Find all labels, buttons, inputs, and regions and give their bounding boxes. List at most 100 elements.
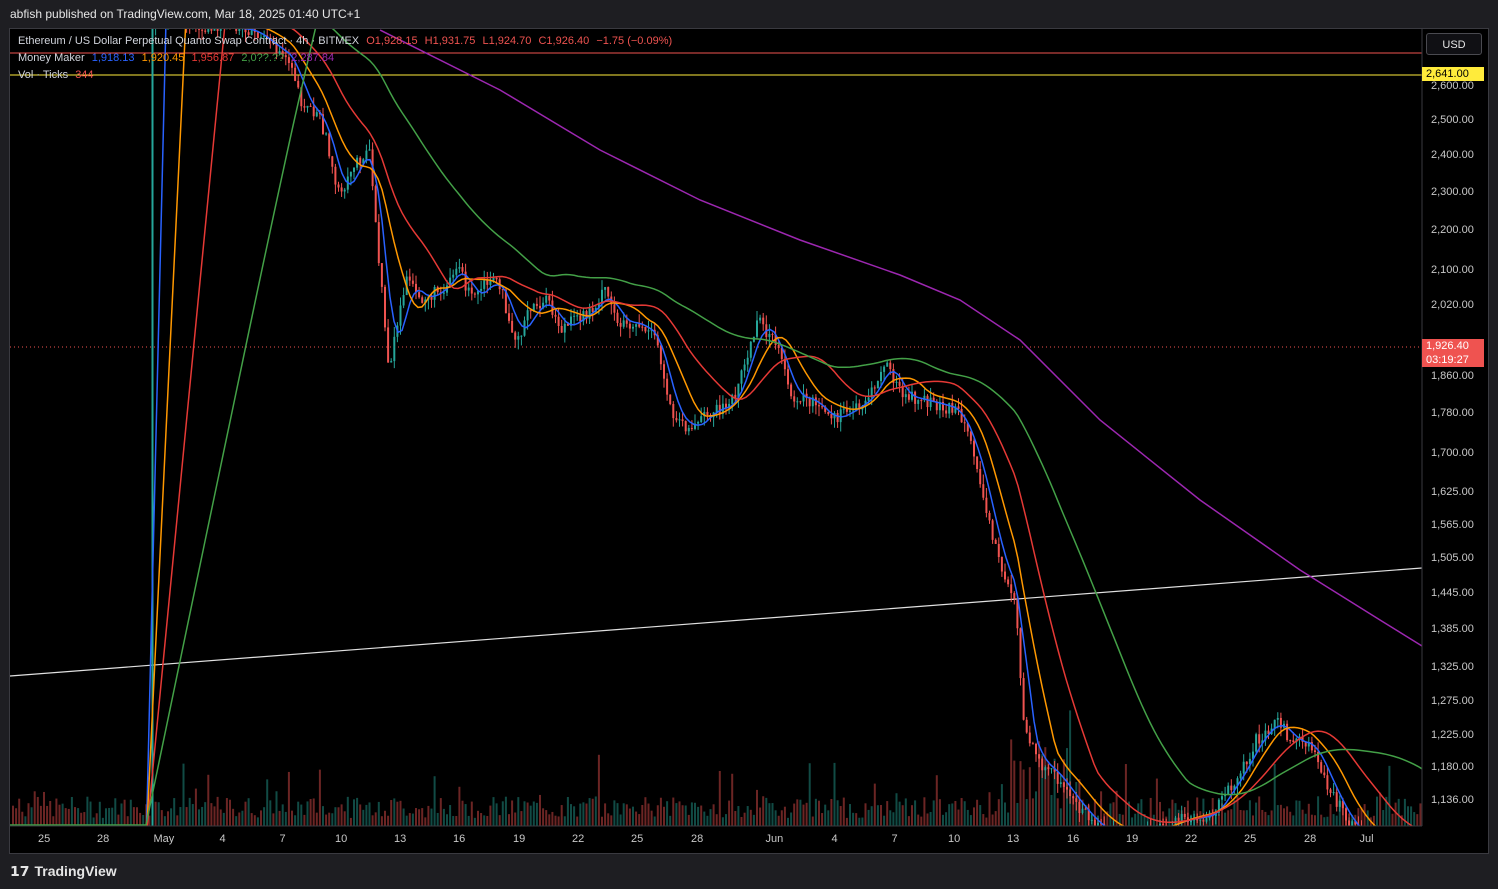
price-chart[interactable] [0,0,1498,856]
volume-bar [601,816,603,826]
volume-bar [1326,816,1329,826]
candle-body [1075,798,1078,802]
volume-bar [573,806,576,826]
candle-body [111,849,113,855]
symbol-title[interactable]: Ethereum / US Dollar Perpetual Quanto Sw… [18,35,360,47]
candle-body [1140,834,1142,840]
candle-body [1116,829,1118,834]
volume-name[interactable]: Vol · Ticks [18,69,69,81]
volume-bar [855,813,858,826]
ema-line-4 [10,29,1422,826]
volume-bar [163,816,166,826]
volume-bar [160,810,163,826]
candle-body [170,17,172,27]
candle-body [635,324,638,327]
candle-body [718,404,721,415]
volume-bar [219,809,222,826]
volume-bar [845,817,848,826]
candle-body [920,400,923,402]
volume-bar [622,803,625,826]
volume-bar [675,803,678,826]
candle-body [793,396,796,402]
time-axis-label: 19 [513,833,526,845]
candle-body [613,304,616,313]
candle-body [155,23,157,27]
symbol-legend[interactable]: Ethereum / US Dollar Perpetual Quanto Sw… [18,35,676,47]
candle-body [167,17,169,27]
volume-bar [1031,798,1034,826]
candle-body [1106,835,1108,836]
candle-body [278,51,281,54]
candle-body [1028,732,1031,744]
volume-bar [343,811,346,826]
alert-price-tag[interactable]: 2,641.00 [1422,67,1484,81]
volume-bar [566,797,569,826]
candle-body [325,133,328,135]
volume-bar [458,786,461,826]
candle-body [12,850,14,854]
candle-body [1221,796,1223,800]
volume-bar [852,812,855,826]
candle-body [291,62,293,68]
published-info: abfish published on TradingView.com, Mar… [10,7,361,21]
indicator-legend[interactable]: Money Maker 1,918.13 1,920.45 1,956.87 2… [18,52,338,64]
time-axis-label: 25 [38,833,51,845]
candle-body [281,51,284,56]
volume-bar [873,783,876,826]
volume-bar [356,797,359,826]
volume-bar [1053,758,1056,826]
volume-bar [526,802,529,826]
ohlc-low: L1,924.70 [482,35,532,47]
volume-bar [24,816,27,826]
candle-body [244,29,247,33]
candle-body [1190,820,1192,823]
volume-legend[interactable]: Vol · Ticks 344 [18,69,98,81]
candle-body [728,403,731,408]
volume-bar [805,802,808,826]
candle-body [1227,785,1230,795]
volume-bar [907,816,910,826]
candle-body [1267,730,1270,735]
volume-bar [1013,760,1016,826]
candle-body [309,105,312,107]
price-axis-label: 1,445.00 [1431,587,1474,599]
indicator-name[interactable]: Money Maker [18,52,85,64]
volume-bar [1397,798,1400,826]
candle-body [746,357,749,365]
candle-body [83,849,85,851]
candle-body [597,303,600,309]
volume-bar [92,817,95,826]
volume-bar [225,798,228,826]
candle-body [1239,773,1242,779]
volume-bar [1028,767,1031,826]
volume-bar [625,804,628,826]
candle-body [1351,821,1354,826]
candle-body [1255,734,1258,752]
currency-button[interactable]: USD [1426,33,1482,55]
volume-bar [1131,817,1134,826]
tradingview-logo[interactable]: 𝟭𝟳 TradingView [10,863,117,880]
chart-frame[interactable] [9,28,1489,854]
volume-bar [880,804,882,826]
price-axis-label: 2,600.00 [1431,80,1474,92]
candle-body [1395,842,1397,844]
candle-body [566,323,569,326]
candle-body [697,422,700,424]
candle-body [470,287,473,294]
price-axis-label: 2,500.00 [1431,114,1474,126]
volume-bar [576,816,579,826]
volume-bar [796,799,799,826]
volume-bar [1137,803,1140,826]
candle-body [458,267,461,269]
candle-body [579,315,582,322]
volume-bar [1025,799,1028,826]
volume-bar [1221,803,1223,826]
volume-bar [1388,765,1391,826]
volume-bar [495,803,498,826]
candle-body [207,29,210,32]
candle-body [1332,792,1335,794]
candle-body [926,395,929,408]
candle-body [256,32,259,38]
volume-bar [300,804,303,826]
candle-body [408,276,411,281]
